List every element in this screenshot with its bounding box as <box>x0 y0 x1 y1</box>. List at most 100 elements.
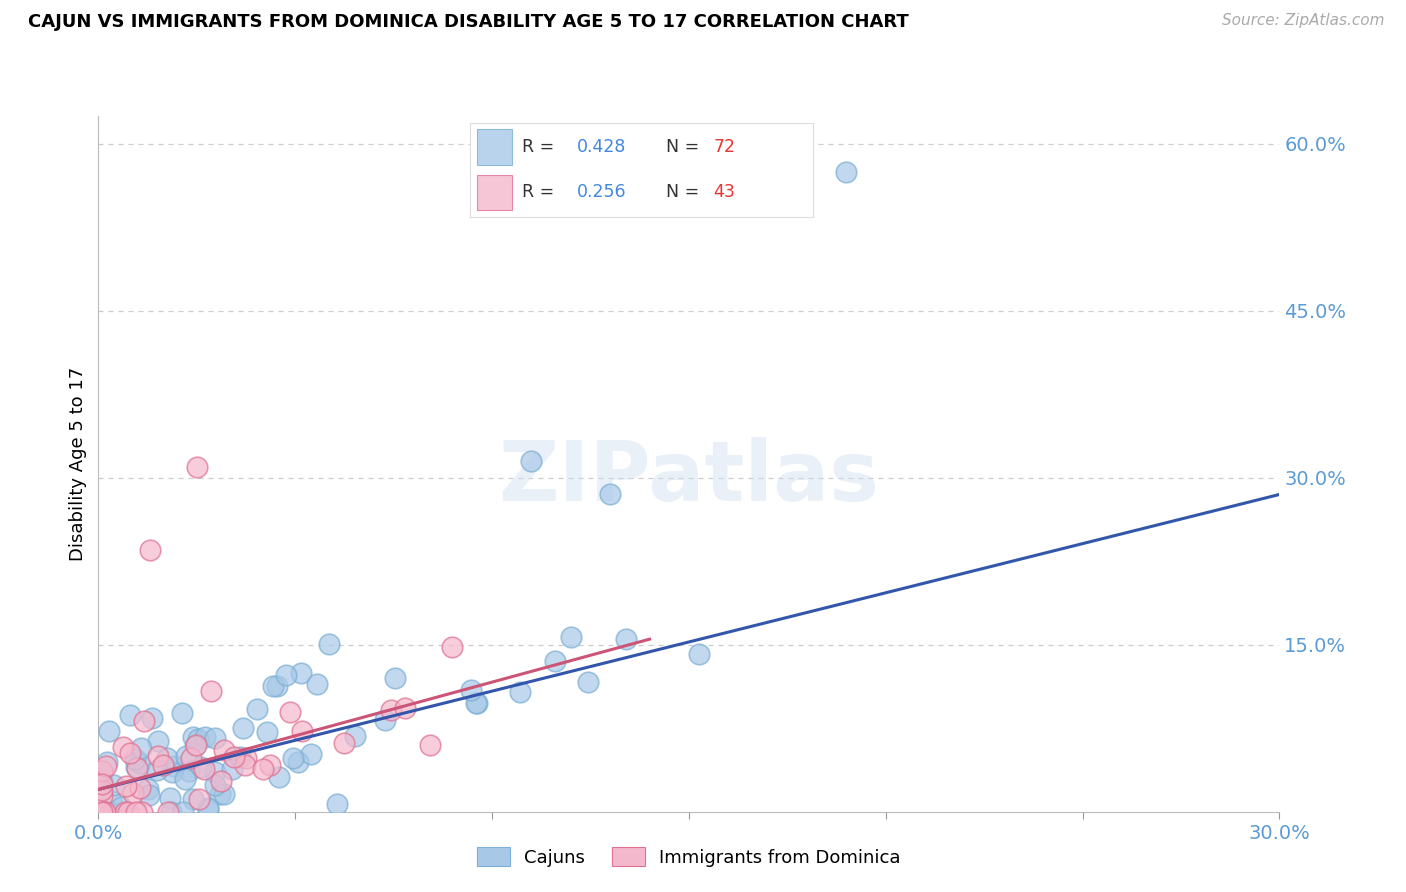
Point <box>96 759 118 773</box>
Point <box>98 805 121 819</box>
Point <box>193 762 215 776</box>
Point <box>266 679 288 693</box>
Point <box>256 725 278 739</box>
Point <box>111 739 134 754</box>
Point <box>174 748 197 763</box>
Point <box>159 790 181 805</box>
Point <box>91 782 114 797</box>
Point <box>96 756 118 770</box>
Point <box>172 706 194 720</box>
Point <box>343 730 366 744</box>
Point <box>269 770 291 784</box>
Point <box>120 746 142 760</box>
Point <box>186 738 208 752</box>
Point <box>136 781 159 796</box>
Legend: Cajuns, Immigrants from Dominica: Cajuns, Immigrants from Dominica <box>470 840 908 874</box>
Point <box>93 805 115 819</box>
Point <box>520 454 543 468</box>
Point <box>544 654 567 668</box>
Point <box>100 794 122 808</box>
Point <box>209 773 232 788</box>
Point <box>419 739 441 753</box>
Point <box>190 760 212 774</box>
Point <box>160 805 183 819</box>
Point <box>124 752 146 766</box>
Point <box>129 741 152 756</box>
Point <box>152 757 174 772</box>
Point <box>465 696 488 710</box>
Point <box>187 731 209 746</box>
Point <box>614 632 637 646</box>
Point <box>114 805 136 819</box>
Point <box>333 736 356 750</box>
Point <box>246 702 269 716</box>
Y-axis label: Disability Age 5 to 17: Disability Age 5 to 17 <box>69 367 87 561</box>
Point <box>91 777 114 791</box>
Point <box>98 723 121 738</box>
Point <box>180 750 202 764</box>
Point <box>278 705 301 719</box>
Point <box>118 707 141 722</box>
Point <box>287 755 309 769</box>
Point <box>460 683 482 698</box>
Point <box>141 710 163 724</box>
Point <box>262 679 284 693</box>
Point <box>125 805 148 819</box>
Point <box>560 630 582 644</box>
Point <box>91 805 114 819</box>
Point <box>222 750 245 764</box>
Point <box>252 762 274 776</box>
Point <box>146 733 169 747</box>
Point <box>197 801 219 815</box>
Point <box>145 763 167 777</box>
Point <box>232 721 254 735</box>
Point <box>835 164 858 178</box>
Point <box>259 758 281 772</box>
Point <box>91 805 114 819</box>
Point <box>134 714 156 729</box>
Point <box>576 675 599 690</box>
Point <box>186 459 208 474</box>
Point <box>160 764 183 779</box>
Point <box>117 805 139 819</box>
Point <box>146 748 169 763</box>
Point <box>156 750 179 764</box>
Point <box>131 805 153 819</box>
Point <box>125 760 148 774</box>
Point <box>380 703 402 717</box>
Point <box>138 543 160 558</box>
Point <box>441 640 464 655</box>
Point <box>291 724 314 739</box>
Point <box>103 778 125 792</box>
Point <box>125 761 148 775</box>
Point <box>274 667 297 681</box>
Point <box>305 677 328 691</box>
Point <box>214 743 236 757</box>
Point <box>128 756 150 770</box>
Point <box>200 684 222 698</box>
Point <box>212 787 235 801</box>
Text: Source: ZipAtlas.com: Source: ZipAtlas.com <box>1222 13 1385 29</box>
Point <box>183 792 205 806</box>
Text: ZIPatlas: ZIPatlas <box>499 437 879 518</box>
Point <box>115 779 138 793</box>
Text: CAJUN VS IMMIGRANTS FROM DOMINICA DISABILITY AGE 5 TO 17 CORRELATION CHART: CAJUN VS IMMIGRANTS FROM DOMINICA DISABI… <box>28 13 908 31</box>
Point <box>181 730 204 744</box>
Point <box>465 696 488 710</box>
Point <box>91 789 114 804</box>
Point <box>173 772 195 786</box>
Point <box>688 648 710 662</box>
Point <box>281 750 304 764</box>
Point <box>129 780 152 795</box>
Point <box>204 764 226 779</box>
Point <box>235 751 257 765</box>
Point <box>204 731 226 746</box>
Point <box>188 792 211 806</box>
Point <box>384 671 406 685</box>
Point <box>221 762 243 776</box>
Point <box>157 805 180 819</box>
Point <box>299 747 322 761</box>
Point <box>197 802 219 816</box>
Point <box>374 713 396 727</box>
Point <box>172 805 194 819</box>
